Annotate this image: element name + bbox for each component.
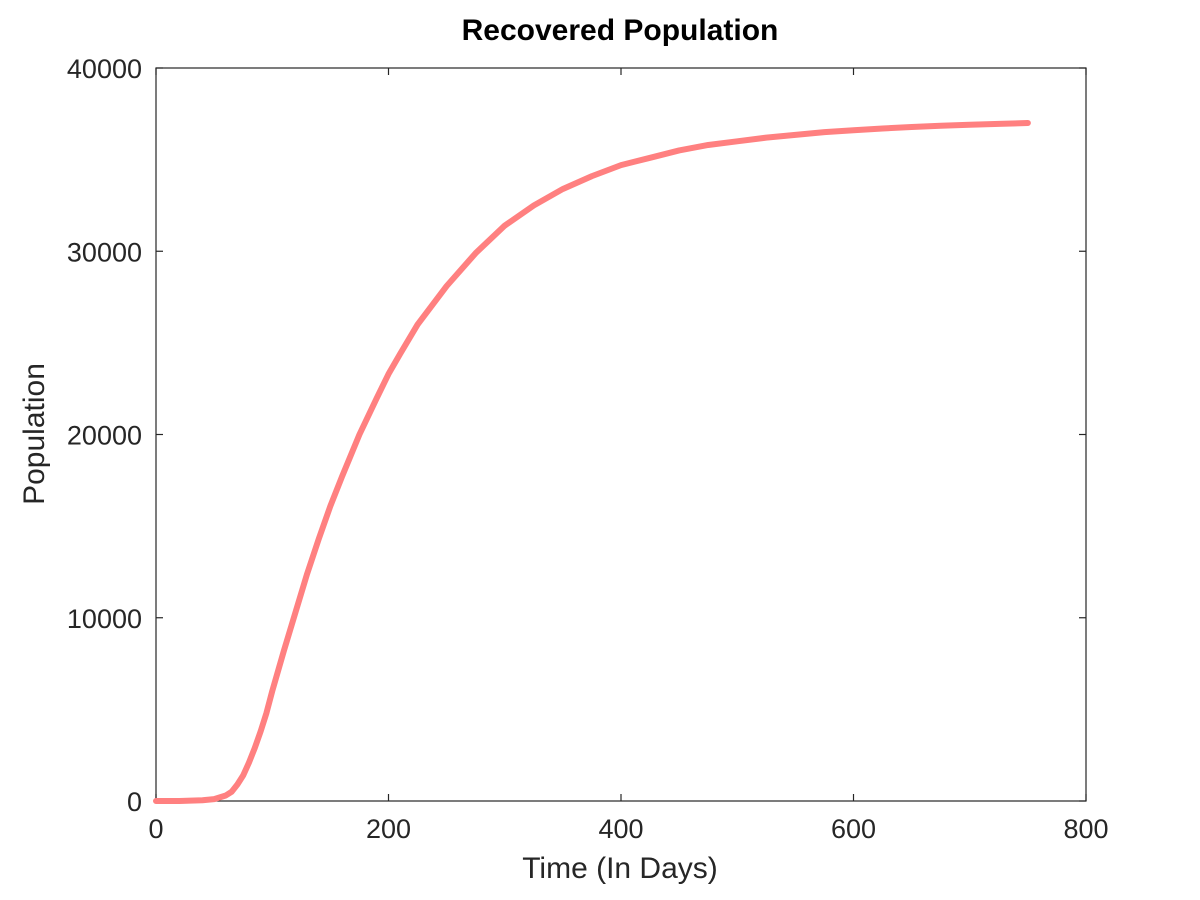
y-tick-label: 40000: [67, 54, 142, 84]
y-tick-label: 0: [127, 787, 142, 817]
x-tick-label: 200: [366, 814, 411, 844]
tick-labels-layer: 0 200 400 600 800 0 10000 20000 30000 40000: [67, 54, 1109, 844]
y-tick-label: 10000: [67, 604, 142, 634]
y-axis-label: Population: [18, 363, 51, 505]
x-tick-label: 400: [598, 814, 643, 844]
y-tick-label: 30000: [67, 237, 142, 267]
x-tick-label: 0: [148, 814, 163, 844]
plot-area: [155, 67, 1087, 802]
y-tick-label: 20000: [67, 421, 142, 451]
x-tick-label: 800: [1063, 814, 1108, 844]
x-axis-label: Time (In Days): [522, 852, 718, 885]
series-line-0: [153, 119, 1031, 804]
x-tick-label: 600: [831, 814, 876, 844]
series-layer: [153, 119, 1031, 804]
chart-title: Recovered Population: [462, 14, 779, 47]
